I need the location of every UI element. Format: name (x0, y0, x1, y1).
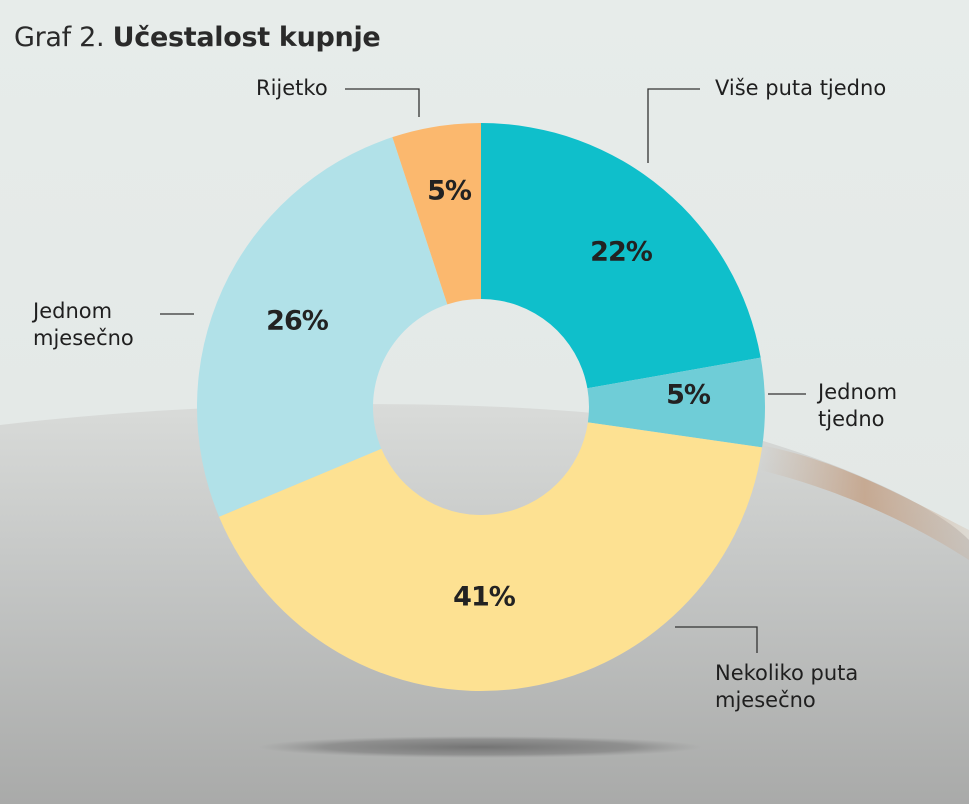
leader-line-nekoliko-puta-mjesecno (675, 626, 758, 653)
slice-vise-puta-tjedno (481, 123, 761, 389)
slice-rijetko (392, 123, 481, 305)
value-label-jednom-tjedno: 5% (666, 380, 711, 411)
chart-title: Graf 2. Učestalost kupnje (14, 22, 381, 53)
slice-nekoliko-puta-mjesecno (219, 422, 763, 692)
leader-line-vise-puta-tjedno (647, 88, 700, 163)
label-vise-puta-tjedno: Više puta tjedno (715, 76, 887, 100)
title-main: Učestalost kupnje (112, 22, 381, 53)
leader-line-rijetko (345, 88, 420, 117)
value-label-vise-puta-tjedno: 22% (590, 237, 653, 268)
label-jednom-mjesecno: Jednom mjesečno (33, 299, 134, 350)
slice-jednom-mjesecno (196, 137, 448, 517)
value-label-nekoliko-puta-mjesecno: 41% (453, 582, 516, 613)
slice-jednom-tjedno (587, 357, 765, 448)
title-prefix: Graf 2. (14, 22, 113, 53)
label-rijetko: Rijetko (256, 76, 328, 100)
value-label-rijetko: 5% (427, 176, 472, 207)
value-label-jednom-mjesecno: 26% (266, 306, 329, 337)
label-jednom-tjedno: Jednom tjedno (818, 380, 898, 431)
label-nekoliko-puta-mjesecno: Nekoliko puta mjesečno (715, 661, 859, 712)
